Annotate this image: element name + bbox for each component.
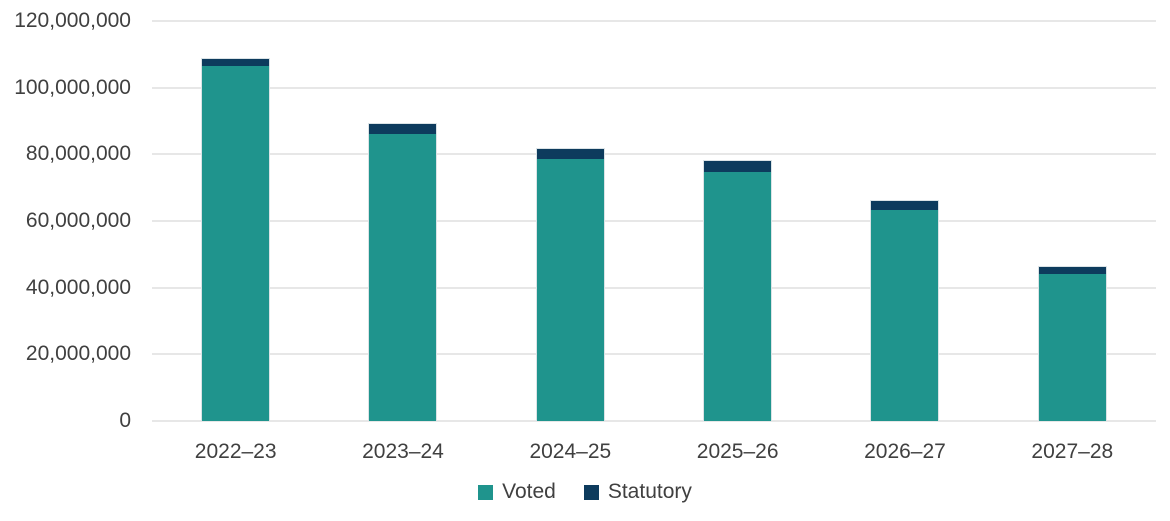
bar-group (821, 21, 988, 421)
y-tick-label: 120,000,000 (14, 9, 131, 32)
x-tick-label: 2023–24 (362, 440, 444, 463)
bar-segment-voted (202, 66, 270, 421)
bars-row (152, 21, 1156, 421)
bar-group (989, 21, 1156, 421)
bar-stack (368, 123, 438, 421)
y-axis: 0 20,000,000 40,000,000 60,000,000 80,000,00… (0, 9, 131, 432)
bar-stack (535, 148, 605, 421)
y-tick-label: 60,000,000 (25, 209, 131, 232)
bar-segment-statutory (1038, 266, 1106, 275)
bar-segment-voted (536, 159, 604, 421)
legend-swatch-statutory (583, 484, 599, 500)
bar-segment-voted (369, 134, 437, 421)
gridline (152, 286, 1156, 289)
x-tick-label: 2022–23 (194, 440, 277, 463)
gridline (152, 86, 1156, 89)
x-tick-label: 2027–28 (1031, 440, 1114, 463)
gridline (152, 220, 1156, 222)
legend-label: Statutory (607, 480, 692, 503)
bar-segment-statutory (202, 58, 270, 67)
gridline (152, 420, 1156, 422)
x-axis: 2022–23 2023–24 2024–25 2025–26 2026–27 2027–… (152, 440, 1156, 464)
bar-group (152, 21, 319, 421)
bar-stack (1037, 265, 1107, 421)
plot-area (152, 20, 1156, 422)
y-tick-label: 0 (119, 409, 131, 432)
gridline (152, 153, 1156, 156)
bar-stack (201, 57, 271, 421)
gridline (152, 353, 1156, 356)
bar-segment-statutory (536, 149, 604, 159)
bar-segment-statutory (871, 200, 939, 210)
bar-segment-voted (1038, 274, 1106, 421)
bar-segment-statutory (369, 124, 437, 134)
legend-swatch-voted (478, 484, 494, 500)
x-tick-label: 2024–25 (529, 440, 612, 463)
bar-stack (703, 160, 773, 421)
x-tick-label: 2026–27 (864, 440, 946, 463)
gridline (152, 20, 1156, 22)
y-tick-label: 80,000,000 (25, 142, 131, 166)
x-tick-label: 2025–26 (696, 440, 779, 463)
y-tick-label: 20,000,000 (25, 342, 131, 366)
y-tick-label: 100,000,000 (14, 75, 131, 99)
y-tick-label: 40,000,000 (25, 275, 131, 299)
bar-segment-voted (871, 209, 939, 421)
bar-segment-voted (704, 171, 772, 421)
legend-label: Voted (502, 480, 556, 503)
legend: Voted Statutory (0, 480, 1170, 504)
legend-item-voted: Voted (478, 480, 556, 504)
bar-stack (870, 199, 940, 421)
legend-item-statutory: Statutory (583, 480, 692, 504)
bar-group (487, 21, 654, 421)
bar-group (319, 21, 486, 421)
bar-segment-statutory (704, 161, 772, 172)
bar-group (654, 21, 821, 421)
